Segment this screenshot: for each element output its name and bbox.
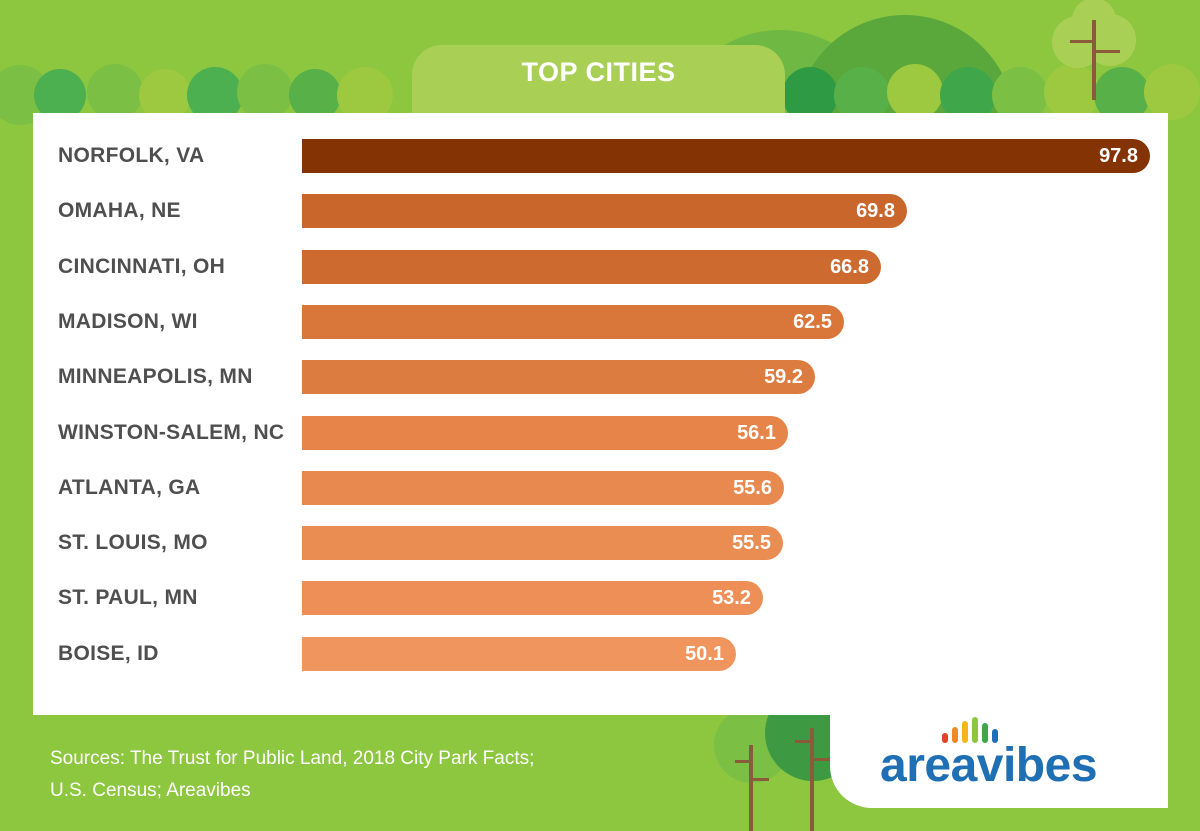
category-label: ST. PAUL, MN: [58, 586, 198, 609]
bar: [302, 637, 736, 671]
logo-panel: [830, 700, 1168, 808]
bar-value-label: 50.1: [685, 643, 724, 665]
bar-value-label: 55.6: [733, 477, 772, 499]
logo-signal-icon: [942, 717, 998, 743]
bar: [302, 416, 788, 450]
bar: [302, 526, 783, 560]
source-line-1: Sources: The Trust for Public Land, 2018…: [50, 748, 535, 769]
bar: [302, 194, 907, 228]
bar-value-label: 53.2: [712, 587, 751, 609]
category-label: ST. LOUIS, MO: [58, 531, 208, 554]
areavibes-logo: areavibes: [880, 739, 1098, 792]
category-label: OMAHA, NE: [58, 199, 181, 222]
category-label: ATLANTA, GA: [58, 476, 201, 499]
title-tab: [412, 45, 785, 117]
bush-row: [0, 64, 1200, 125]
category-label: WINSTON-SALEM, NC: [58, 421, 285, 444]
bar-value-label: 62.5: [793, 311, 832, 333]
bar: [302, 360, 815, 394]
bar: [302, 305, 844, 339]
source-line-2: U.S. Census; Areavibes: [50, 780, 251, 801]
bar: [302, 581, 763, 615]
tree-icon: [1052, 0, 1136, 100]
bar: [302, 250, 881, 284]
category-label: MINNEAPOLIS, MN: [58, 365, 253, 388]
category-label: MADISON, WI: [58, 310, 198, 333]
bar: [302, 139, 1150, 173]
bar-value-label: 69.8: [856, 200, 895, 222]
bar-value-label: 56.1: [737, 422, 776, 444]
bar-value-label: 59.2: [764, 366, 803, 388]
bar-value-label: 97.8: [1099, 145, 1138, 167]
chart-title: TOP CITIES: [521, 57, 676, 87]
bar: [302, 471, 784, 505]
category-label: BOISE, ID: [58, 642, 159, 665]
category-label: CINCINNATI, OH: [58, 255, 226, 278]
bar-value-label: 55.5: [732, 532, 771, 554]
bar-value-label: 66.8: [830, 256, 869, 278]
category-label: NORFOLK, VA: [58, 144, 205, 167]
